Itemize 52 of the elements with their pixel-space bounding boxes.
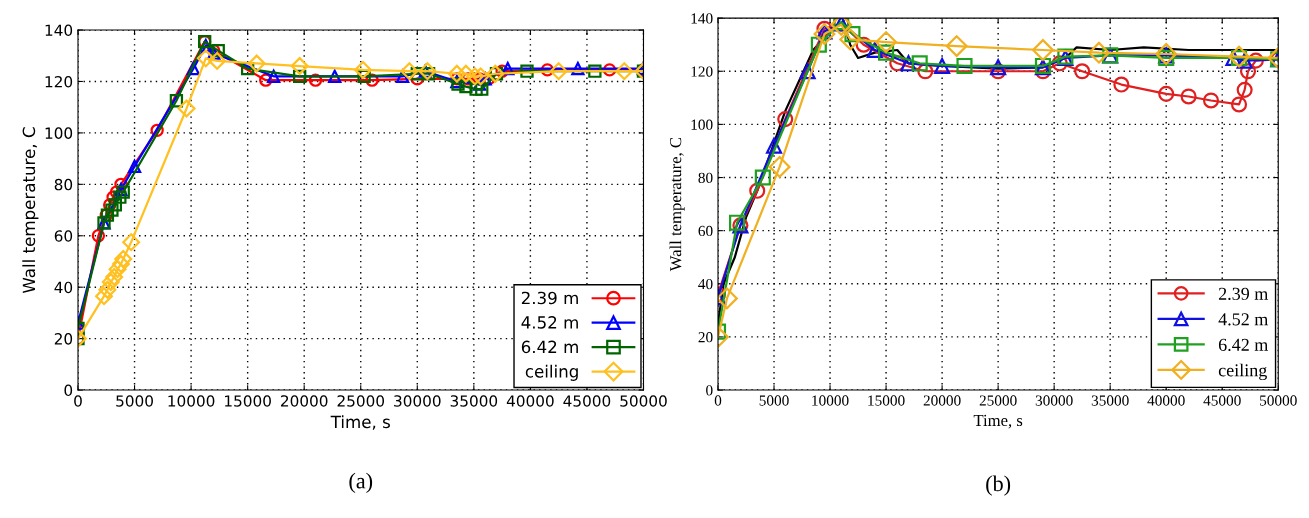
x-tick-label: 50000 [620, 395, 667, 407]
legend-label: 6.42 m [1218, 338, 1269, 351]
x-tick-label: 0 [714, 395, 722, 406]
x-tick-label: 20000 [281, 395, 328, 407]
y-tick-label: 80 [698, 172, 713, 183]
y-tick-label: 60 [54, 230, 73, 242]
x-axis-title: Time, s [973, 414, 1023, 429]
legend-label: 4.52 m [521, 316, 578, 329]
y-tick-label: 140 [45, 24, 73, 37]
y-tick-label: 40 [698, 278, 713, 290]
y-axis-title: Wall temperature, C [22, 127, 39, 294]
x-tick-label: 10000 [812, 395, 849, 406]
y-tick-label: 20 [698, 332, 713, 343]
x-tick-label: 20000 [923, 395, 961, 406]
y-tick-label: 120 [691, 66, 713, 77]
x-tick-label: 25000 [337, 395, 385, 407]
y-tick-label: 40 [54, 281, 73, 294]
x-tick-label: 35000 [1091, 395, 1129, 406]
legend-label: 2.39 m [521, 291, 578, 305]
y-axis-title: Wall temperature, C [669, 137, 685, 272]
x-tick-label: 30000 [394, 395, 441, 407]
x-tick-label: 10000 [168, 395, 215, 407]
y-tick-label: 20 [54, 333, 73, 345]
x-tick-label: 5000 [116, 395, 153, 407]
y-tick-label: 80 [54, 178, 73, 191]
y-tick-label: 100 [45, 127, 73, 139]
x-tick-label: 15000 [868, 395, 905, 406]
x-tick-label: 0 [74, 395, 82, 407]
y-tick-label: 120 [45, 75, 73, 88]
legend-label: 4.52 m [1218, 313, 1269, 326]
x-tick-label: 45000 [563, 395, 611, 407]
x-tick-label: 25000 [979, 395, 1017, 406]
y-tick-label: 100 [691, 119, 713, 130]
text: (b) [986, 475, 1011, 496]
legend-label: 6.42 m [521, 340, 578, 354]
x-tick-label: 50000 [1260, 395, 1297, 406]
legend-label: ceiling [525, 364, 578, 381]
x-tick-label: 30000 [1035, 395, 1073, 406]
legend-label: 2.39 m [1218, 287, 1269, 300]
x-tick-label: 15000 [225, 395, 271, 407]
x-tick-label: 40000 [506, 395, 554, 407]
text: (a) [349, 472, 373, 494]
y-tick-label: 140 [691, 13, 713, 24]
x-tick-label: 45000 [1203, 395, 1241, 406]
y-tick-label: 60 [698, 225, 713, 237]
x-tick-label: 35000 [450, 395, 498, 407]
y-tick-label: 0 [64, 384, 73, 397]
y-tick-label: 0 [706, 385, 713, 396]
legend-label: ceiling [1218, 363, 1267, 381]
x-tick-label: 40000 [1147, 395, 1185, 406]
x-axis-title: Time, s [330, 415, 390, 430]
x-tick-label: 5000 [759, 395, 789, 406]
